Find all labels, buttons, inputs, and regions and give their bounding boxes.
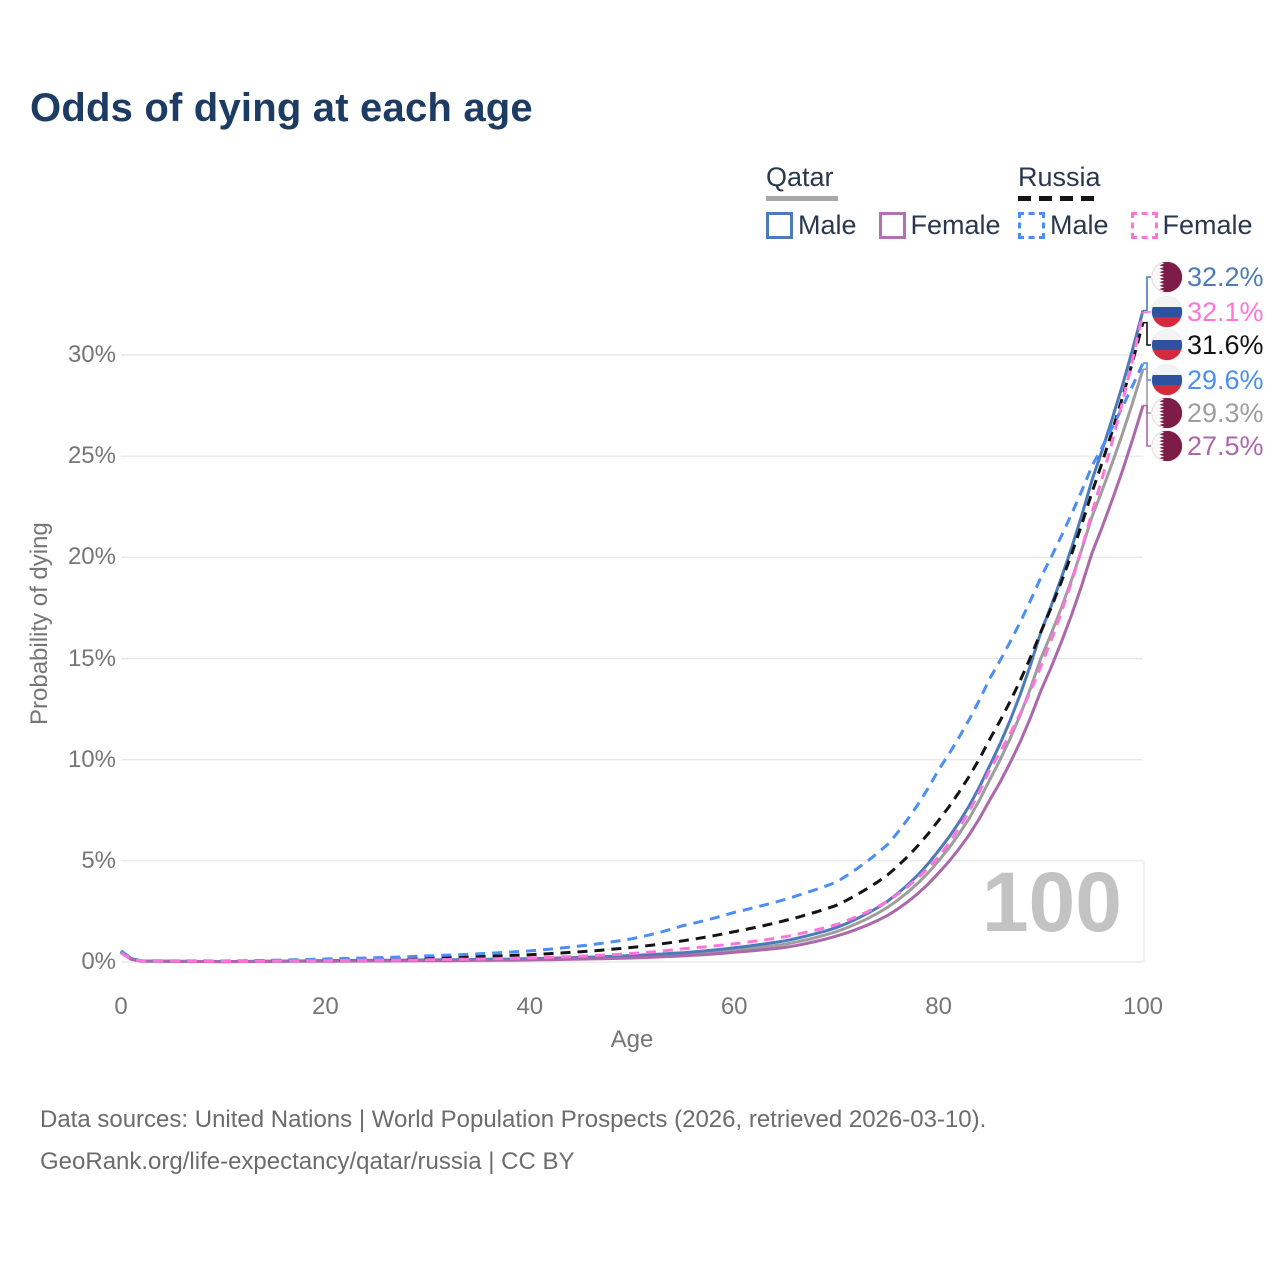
y-tick-label: 15%: [67, 644, 116, 672]
qatar-flag-icon: [1150, 260, 1184, 294]
endpoint-value: 32.1%: [1187, 296, 1264, 327]
x-tick-label: 60: [720, 993, 748, 1020]
x-tick-label: 0: [114, 993, 128, 1020]
russia-flag-icon: [1150, 328, 1184, 362]
endpoint-value: 32.2%: [1187, 261, 1264, 292]
series-line-russia-female[interactable]: [120, 312, 1145, 963]
x-tick-label: 80: [925, 993, 952, 1020]
legend-russia-header[interactable]: Russia: [1018, 162, 1101, 201]
russia-flag-icon: [1150, 295, 1184, 329]
x-tick-label: 100: [1122, 993, 1164, 1020]
legend-swatch-russia-female[interactable]: [1130, 212, 1158, 239]
endpoint-connector: [1143, 404, 1151, 447]
endpoint-label-row: 32.1%: [1150, 295, 1264, 329]
endpoint-value: 31.6%: [1187, 329, 1264, 360]
endpoint-connector: [1143, 368, 1151, 414]
endpoint-label-row: 29.6%: [1150, 363, 1264, 397]
y-axis-title: Probability of dying: [26, 522, 53, 726]
x-tick-label: 20: [312, 993, 339, 1020]
legend-swatch-russia-male[interactable]: [1018, 212, 1045, 239]
endpoint-label-row: 29.3%: [1150, 396, 1264, 430]
legend-group-qatar: Qatar Male Female: [766, 162, 1001, 241]
endpoint-value: 29.6%: [1187, 364, 1264, 395]
y-tick-label: 30%: [67, 341, 116, 368]
legend-label-russia-male: Male: [1050, 210, 1109, 240]
legend-qatar-header[interactable]: Qatar: [766, 162, 838, 201]
endpoint-label-row: 32.2%: [1150, 260, 1264, 294]
endpoint-label-row: 27.5%: [1150, 429, 1264, 463]
qatar-flag-icon: [1150, 429, 1184, 463]
endpoint-connector: [1143, 276, 1151, 312]
legend-label-qatar-female: Female: [910, 210, 1001, 240]
data-sources-text: Data sources: United Nations | World Pop…: [40, 1106, 987, 1133]
qatar-solid-line-swatch: [766, 196, 838, 201]
russia-dashed-line-swatch: [1018, 196, 1096, 201]
y-tick-label: 20%: [67, 543, 116, 571]
x-axis-title: Age: [610, 1026, 654, 1053]
russia-flag-icon: [1150, 363, 1184, 397]
y-tick-label: 0%: [81, 948, 116, 975]
endpoint-value: 29.3%: [1187, 397, 1264, 428]
y-tick-label: 10%: [67, 745, 116, 773]
legend-swatch-qatar-female[interactable]: [878, 212, 906, 239]
age-cursor-watermark: 100: [981, 855, 1122, 949]
legend-russia-label: Russia: [1018, 162, 1101, 192]
x-tick-label: 40: [516, 993, 544, 1020]
legend-label-russia-female: Female: [1162, 210, 1253, 240]
qatar-flag-icon: [1150, 396, 1184, 430]
legend-swatch-qatar-male[interactable]: [766, 212, 793, 239]
endpoint-connector: [1143, 321, 1151, 346]
endpoint-label-row: 31.6%: [1150, 328, 1264, 362]
y-tick-label: 25%: [67, 442, 116, 470]
page-title: Odds of dying at each age: [30, 86, 533, 130]
endpoint-connector: [1143, 311, 1151, 314]
legend-label-qatar-male: Male: [798, 210, 857, 240]
legend-group-russia: Russia Male Female: [1018, 162, 1253, 241]
endpoint-value: 27.5%: [1187, 430, 1264, 461]
attribution-link-text[interactable]: GeoRank.org/life-expectancy/qatar/russia…: [40, 1148, 575, 1175]
y-tick-label: 5%: [81, 846, 116, 874]
legend-qatar-label: Qatar: [766, 162, 834, 192]
